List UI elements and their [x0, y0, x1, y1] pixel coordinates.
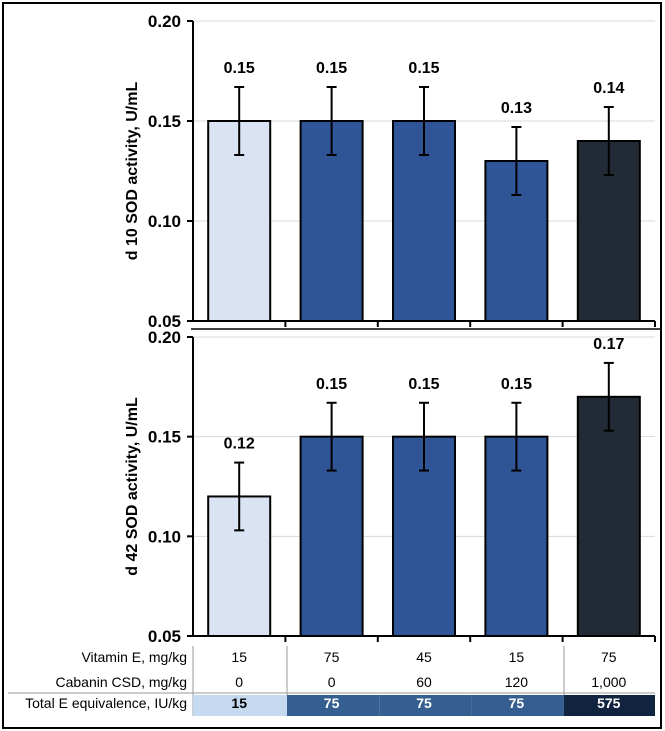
y-tick-label: 0.05 — [148, 312, 181, 331]
data-label: 0.15 — [316, 60, 347, 77]
total-cell-bg — [471, 695, 564, 716]
table-cell: 1,000 — [591, 674, 626, 690]
table-cell: 15 — [509, 649, 525, 665]
table-cell: 75 — [601, 649, 617, 665]
total-cell-bg — [193, 695, 287, 716]
table-cell: 60 — [416, 674, 432, 690]
total-cell-bg — [379, 695, 472, 716]
data-label: 0.15 — [408, 376, 439, 393]
table-cell: 75 — [324, 695, 340, 711]
data-label: 0.13 — [501, 100, 532, 117]
y-tick-label: 0.05 — [148, 627, 181, 646]
table-cell: 15 — [231, 695, 247, 711]
table-cell: 15 — [231, 649, 247, 665]
table-cell: 75 — [324, 649, 340, 665]
data-label: 0.17 — [593, 336, 624, 353]
y-tick-label: 0.10 — [148, 212, 181, 231]
y-tick-label: 0.20 — [148, 328, 181, 347]
data-label: 0.15 — [501, 376, 532, 393]
table-cell: 120 — [505, 674, 529, 690]
table-row-label: Cabanin CSD, mg/kg — [55, 674, 187, 690]
table-cell: 75 — [416, 695, 432, 711]
table-row-label: Vitamin E, mg/kg — [81, 649, 187, 665]
y-tick-label: 0.20 — [148, 12, 181, 31]
table-cell: 45 — [416, 649, 432, 665]
table-cell: 0 — [328, 674, 336, 690]
data-label: 0.15 — [224, 60, 255, 77]
table-cell: 0 — [235, 674, 243, 690]
data-label: 0.15 — [316, 376, 347, 393]
y-axis-label: d 42 SOD activity, U/mL — [124, 397, 141, 576]
data-label: 0.14 — [593, 80, 624, 97]
total-cell-bg — [564, 695, 655, 716]
y-axis-label: d 10 SOD activity, U/mL — [124, 82, 141, 261]
table-cell: 575 — [597, 695, 621, 711]
bar — [576, 395, 641, 637]
total-cell-bg — [287, 695, 380, 716]
data-label: 0.12 — [224, 436, 255, 453]
table-cell: 75 — [509, 695, 525, 711]
table-row-label: Total E equivalence, IU/kg — [25, 695, 187, 711]
y-tick-label: 0.10 — [148, 527, 181, 546]
y-tick-label: 0.15 — [148, 428, 181, 447]
data-label: 0.15 — [408, 60, 439, 77]
y-tick-label: 0.15 — [148, 112, 181, 131]
